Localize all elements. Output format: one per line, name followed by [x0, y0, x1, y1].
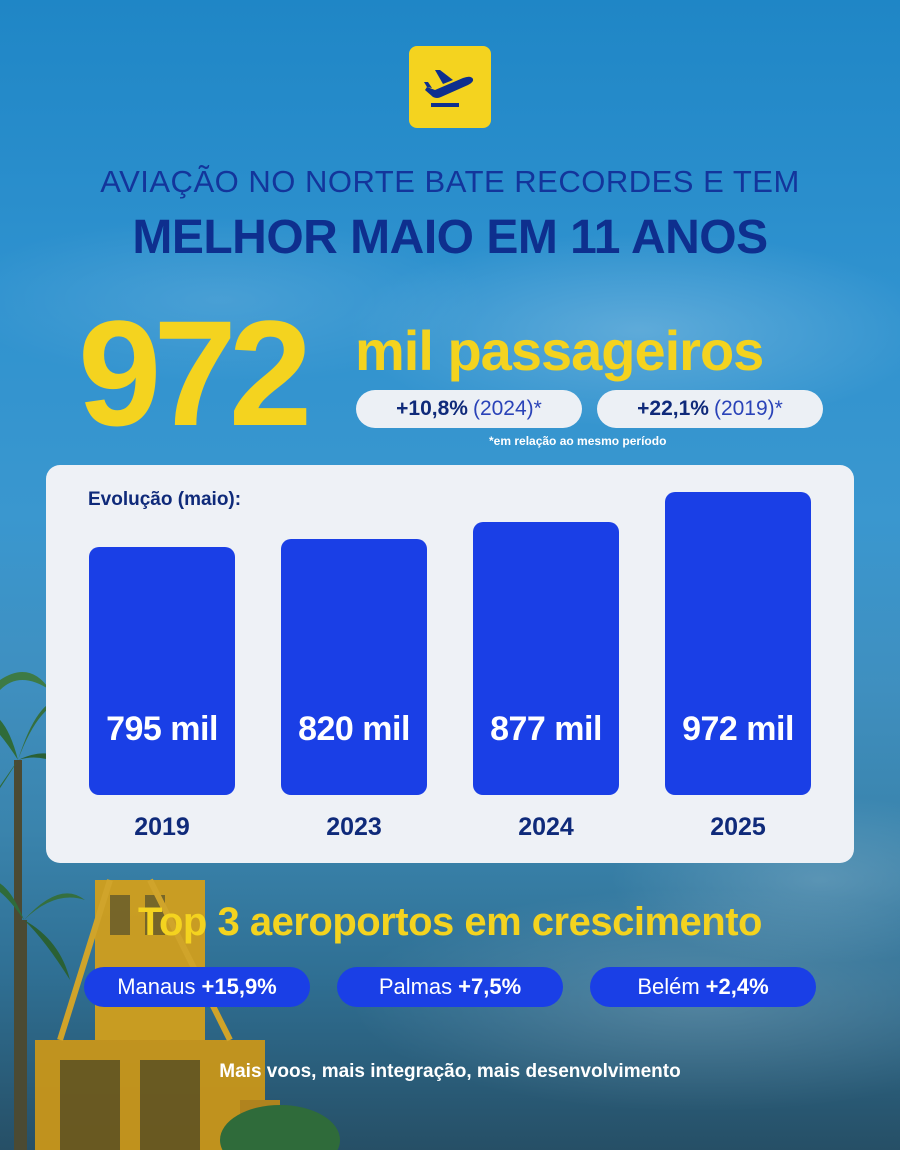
x-tick-label: 2019 — [134, 813, 190, 841]
comparison-change: +10,8% — [396, 397, 468, 420]
bar-value-label: 972 mil — [682, 710, 794, 748]
x-tick-label: 2025 — [710, 813, 766, 841]
headline-line-2: MELHOR MAIO EM 11 ANOS — [132, 211, 768, 264]
airport-change: +15,9% — [201, 974, 277, 999]
bar-value-label: 877 mil — [490, 710, 602, 748]
comparison-year: (2024)* — [472, 397, 542, 420]
comparison-pill-2024: +10,8% (2024)* — [356, 390, 582, 428]
airport-city: Manaus — [117, 974, 196, 999]
tagline: Mais voos, mais integração, mais desenvo… — [219, 1061, 681, 1082]
x-tick-label: 2024 — [518, 813, 574, 841]
airport-pill-palmas: Palmas +7,5% — [337, 967, 563, 1007]
palm-trees-graphic — [0, 672, 85, 1150]
comparison-year: (2019)* — [713, 397, 783, 420]
comparison-pill-2019: +22,1% (2019)* — [597, 390, 823, 428]
passenger-count-label: mil passageiros — [355, 319, 764, 382]
airport-change: +2,4% — [705, 974, 769, 999]
footnote: *em relação ao mesmo período — [489, 434, 667, 448]
top3-title: Top 3 aeroportos em crescimento — [138, 900, 762, 944]
bush-graphic — [220, 1105, 340, 1150]
headline-line-1: AVIAÇÃO NO NORTE BATE RECORDES E TEM — [100, 164, 800, 199]
passenger-count-number: 972 — [78, 289, 312, 457]
airport-pill-manaus: Manaus +15,9% — [84, 967, 310, 1007]
airport-change: +7,5% — [458, 974, 522, 999]
airplane-takeoff-icon — [421, 60, 479, 115]
airline-logo — [409, 46, 491, 128]
airport-city: Palmas — [378, 974, 453, 999]
airport-city: Belém — [637, 974, 700, 999]
bar-2023 — [281, 539, 427, 795]
bar-2024 — [473, 522, 619, 795]
bar-value-label: 795 mil — [106, 710, 218, 748]
bar-2019 — [89, 547, 235, 795]
bar-2025 — [665, 492, 811, 795]
x-tick-label: 2023 — [326, 813, 382, 841]
bar-value-label: 820 mil — [298, 710, 410, 748]
chart-title: Evolução (maio): — [88, 489, 242, 510]
evolution-chart-card: Evolução (maio): 795 mil 2019 820 mil 2023 8… — [46, 465, 854, 863]
comparison-change: +22,1% — [637, 397, 709, 420]
airport-pill-belem: Belém +2,4% — [590, 967, 816, 1007]
